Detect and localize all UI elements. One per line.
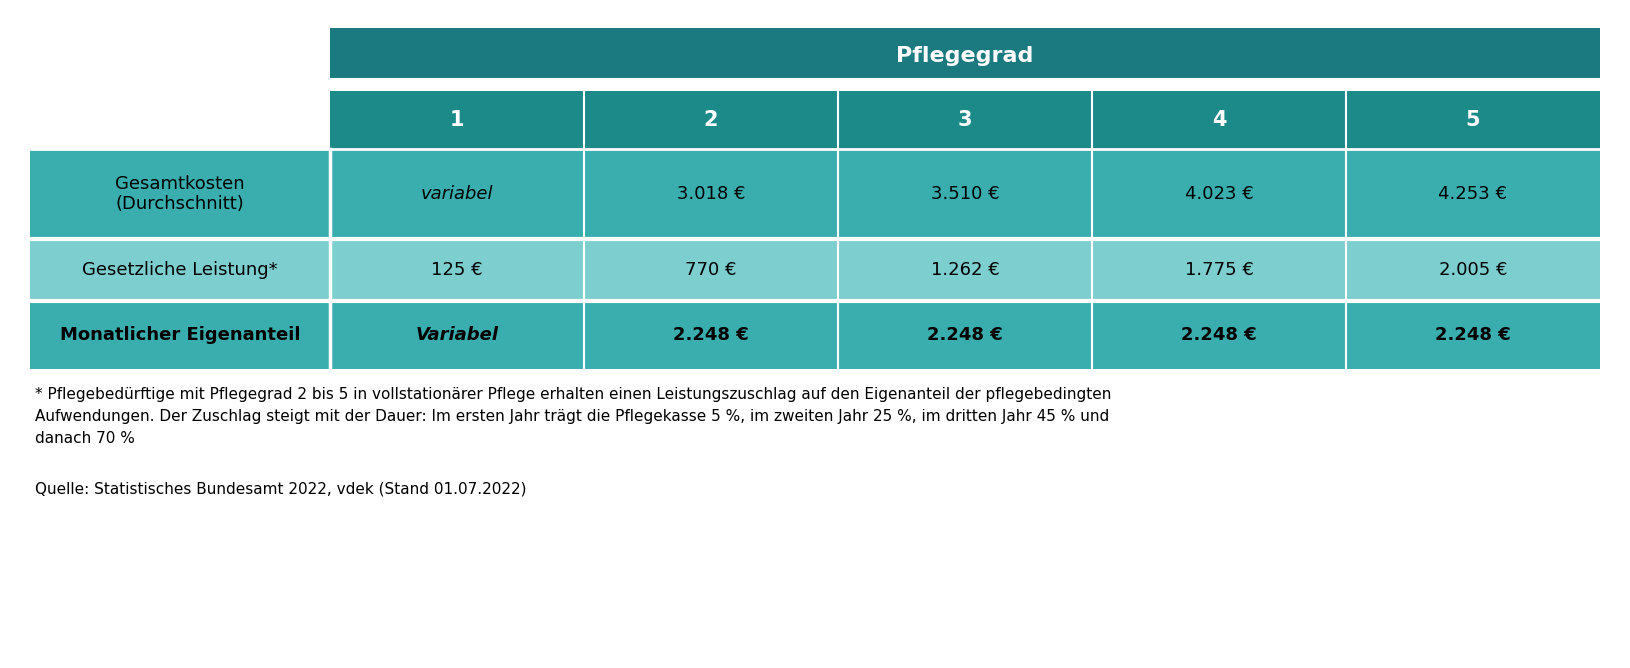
Bar — [838, 91, 1092, 149]
Bar — [584, 91, 838, 149]
Bar — [29, 149, 329, 239]
Text: 4.023 €: 4.023 € — [1185, 185, 1253, 203]
Text: 5: 5 — [1465, 110, 1480, 130]
Bar — [1092, 91, 1346, 149]
Text: Aufwendungen. Der Zuschlag steigt mit der Dauer: Im ersten Jahr trägt die Pflege: Aufwendungen. Der Zuschlag steigt mit de… — [34, 409, 1110, 424]
Bar — [329, 91, 584, 149]
Text: 3.510 €: 3.510 € — [931, 185, 999, 203]
Text: 2: 2 — [704, 110, 719, 130]
Text: danach 70 %: danach 70 % — [34, 431, 135, 446]
Text: variabel: variabel — [421, 185, 494, 203]
Text: Variabel: Variabel — [416, 326, 499, 344]
Text: Gesetzliche Leistung*: Gesetzliche Leistung* — [82, 261, 277, 279]
Text: 2.248 €: 2.248 € — [927, 326, 1002, 344]
Bar — [584, 239, 838, 301]
Bar — [1092, 301, 1346, 369]
Text: 2.248 €: 2.248 € — [1434, 326, 1511, 344]
Text: 1.775 €: 1.775 € — [1185, 261, 1253, 279]
Bar — [329, 301, 584, 369]
Text: 2.005 €: 2.005 € — [1439, 261, 1508, 279]
Text: Monatlicher Eigenanteil: Monatlicher Eigenanteil — [60, 326, 300, 344]
Text: * Pflegebedürftige mit Pflegegrad 2 bis 5 in vollstationärer Pflege erhalten ein: * Pflegebedürftige mit Pflegegrad 2 bis … — [34, 387, 1112, 402]
Text: 2.248 €: 2.248 € — [1182, 326, 1257, 344]
Text: 3.018 €: 3.018 € — [676, 185, 745, 203]
Text: 1.262 €: 1.262 € — [931, 261, 999, 279]
Text: 125 €: 125 € — [432, 261, 482, 279]
Bar — [1346, 149, 1601, 239]
Bar — [838, 149, 1092, 239]
Text: 4: 4 — [1211, 110, 1226, 130]
Bar — [838, 239, 1092, 301]
Bar — [1346, 301, 1601, 369]
Bar — [1092, 149, 1346, 239]
Text: 3: 3 — [958, 110, 971, 130]
Bar — [584, 301, 838, 369]
Text: Quelle: Statistisches Bundesamt 2022, vdek (Stand 01.07.2022): Quelle: Statistisches Bundesamt 2022, vd… — [34, 481, 526, 496]
Bar — [1092, 239, 1346, 301]
Text: Pflegegrad: Pflegegrad — [897, 45, 1033, 65]
Text: 1: 1 — [450, 110, 465, 130]
Bar — [1346, 239, 1601, 301]
Text: 4.253 €: 4.253 € — [1439, 185, 1508, 203]
Bar — [584, 149, 838, 239]
Bar — [329, 28, 1601, 83]
Bar — [329, 239, 584, 301]
Bar — [329, 149, 584, 239]
Bar — [1346, 91, 1601, 149]
Text: Gesamtkosten
(Durchschnitt): Gesamtkosten (Durchschnitt) — [116, 174, 244, 213]
Text: 770 €: 770 € — [685, 261, 737, 279]
Text: 2.248 €: 2.248 € — [673, 326, 748, 344]
Bar — [29, 301, 329, 369]
Bar — [29, 239, 329, 301]
Bar — [838, 301, 1092, 369]
